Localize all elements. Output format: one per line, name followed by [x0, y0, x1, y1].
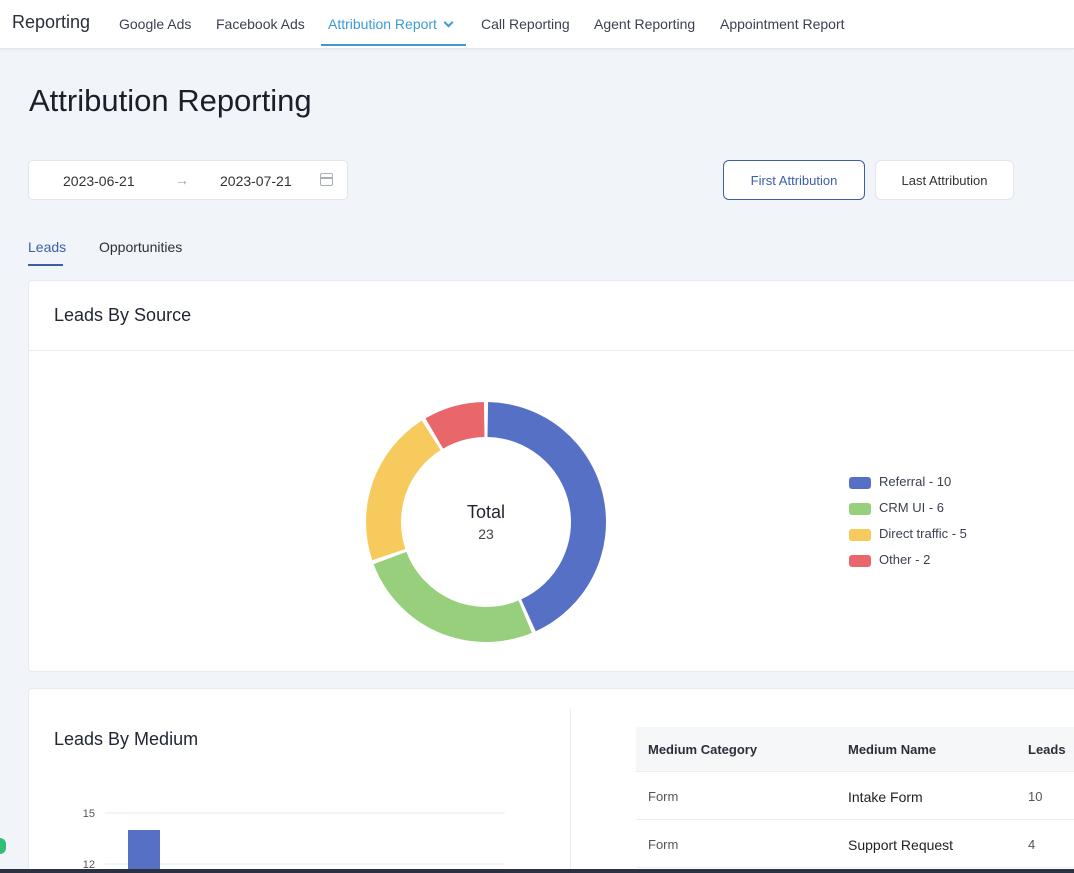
cell-medium-name: Intake Form: [848, 789, 923, 805]
leads-by-source-card: Leads By Source Total 23 Referral - 10 C…: [28, 280, 1074, 672]
start-date-input[interactable]: 2023-06-21: [63, 173, 135, 189]
table-header: Medium Category Medium Name Leads: [636, 727, 1074, 772]
legend-item-direct-traffic[interactable]: Direct traffic - 5: [849, 527, 967, 553]
active-subtab-indicator: [28, 264, 63, 266]
legend-swatch: [849, 503, 871, 515]
tab-leads[interactable]: Leads: [28, 239, 67, 255]
nav-tab-google-ads[interactable]: Google Ads: [119, 16, 192, 32]
legend-item-referral[interactable]: Referral - 10: [849, 475, 967, 501]
donut-slice-other[interactable]: [425, 402, 485, 449]
chevron-down-icon: [443, 17, 454, 28]
legend-item-crm-ui[interactable]: CRM UI - 6: [849, 501, 967, 527]
calendar-icon[interactable]: [320, 173, 333, 186]
nav-tab-appointment-report[interactable]: Appointment Report: [720, 16, 845, 32]
card-divider: [29, 350, 1074, 351]
leads-by-medium-title: Leads By Medium: [54, 729, 199, 749]
legend-label: Direct traffic - 5: [879, 526, 967, 541]
nav-tab-call-reporting[interactable]: Call Reporting: [481, 16, 570, 32]
legend-label: Other - 2: [879, 552, 931, 567]
donut-slice-crm-ui[interactable]: [373, 551, 532, 642]
legend-swatch: [849, 477, 871, 489]
section-divider: [570, 709, 571, 873]
bottom-bar: [0, 869, 1074, 873]
donut-total-label: Total: [467, 502, 505, 522]
arrow-right-icon: →: [175, 172, 189, 188]
leads-by-medium-bar-chart: 15 12: [83, 808, 505, 873]
cell-leads: 4: [1028, 837, 1036, 852]
nav-tab-attribution-label: Attribution Report: [328, 16, 437, 32]
cell-medium-name: Support Request: [848, 837, 954, 853]
donut-slice-referral[interactable]: [487, 402, 606, 632]
date-range-picker[interactable]: 2023-06-21 → 2023-07-21: [28, 160, 348, 200]
legend-item-other[interactable]: Other - 2: [849, 553, 967, 579]
donut-slice-direct-traffic[interactable]: [366, 420, 441, 561]
page-title: Attribution Reporting: [29, 83, 312, 118]
leads-by-source-title: Leads By Source: [54, 305, 192, 325]
legend-swatch: [849, 555, 871, 567]
cell-medium-category: Form: [648, 789, 679, 804]
cell-medium-category: Form: [648, 837, 679, 852]
nav-tab-agent-reporting[interactable]: Agent Reporting: [594, 16, 696, 32]
legend-swatch: [849, 529, 871, 541]
tab-opportunities[interactable]: Opportunities: [99, 239, 183, 255]
legend-label: Referral - 10: [879, 474, 952, 489]
end-date-input[interactable]: 2023-07-21: [220, 173, 292, 189]
active-tab-indicator: [321, 44, 466, 46]
first-attribution-button[interactable]: First Attribution: [723, 160, 865, 200]
table-row: Form Support Request 4: [636, 820, 1074, 868]
table-row: Form Intake Form 10: [636, 772, 1074, 820]
legend-label: CRM UI - 6: [879, 500, 944, 515]
top-nav: Reporting Google Ads Facebook Ads Attrib…: [0, 0, 1074, 49]
chat-widget-icon[interactable]: [0, 838, 6, 854]
y-tick-label: 15: [83, 808, 95, 820]
leads-by-medium-card: Leads By Medium 15 12 Medium Category Me…: [28, 688, 1074, 873]
cell-leads: 10: [1028, 789, 1043, 804]
y-tick-label: 12: [83, 859, 95, 871]
nav-tab-facebook-ads[interactable]: Facebook Ads: [216, 16, 305, 32]
brand-title: Reporting: [12, 12, 91, 32]
nav-tab-attribution-report[interactable]: Attribution Report: [328, 16, 454, 32]
last-attribution-button[interactable]: Last Attribution: [875, 160, 1014, 200]
column-header-medium-category[interactable]: Medium Category: [648, 742, 758, 757]
column-header-leads[interactable]: Leads: [1028, 742, 1066, 757]
bar-mark[interactable]: [128, 830, 160, 873]
column-header-medium-name[interactable]: Medium Name: [848, 742, 937, 757]
chart-legend: Referral - 10 CRM UI - 6 Direct traffic …: [849, 475, 967, 579]
leads-by-source-donut-chart: Total 23: [366, 402, 606, 642]
donut-total-value: 23: [478, 526, 494, 542]
